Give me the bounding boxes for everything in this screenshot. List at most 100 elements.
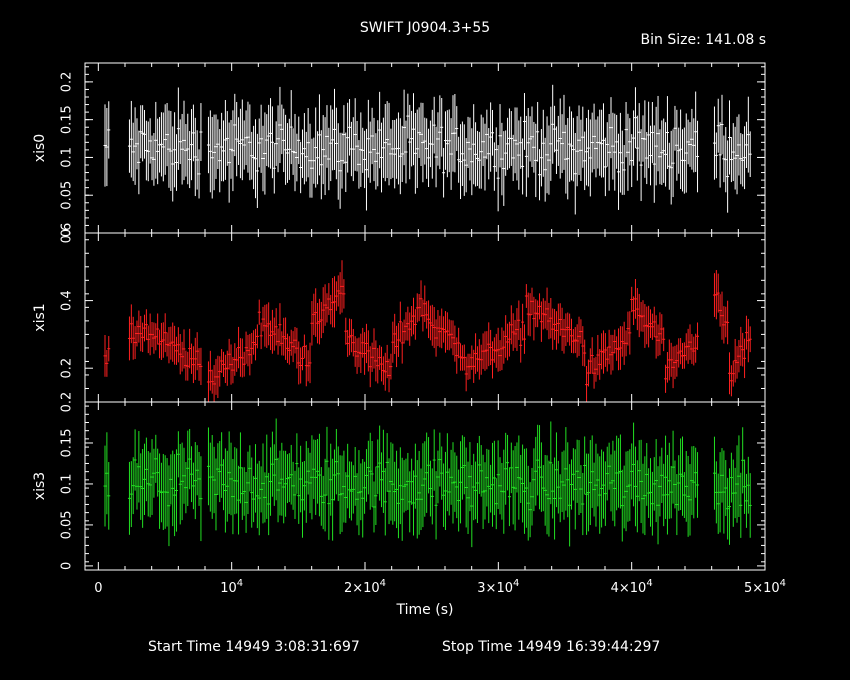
data-point [735,445,739,523]
data-point [240,467,244,520]
data-point [105,432,109,515]
data-point [739,326,743,366]
data-point [425,118,429,179]
data-point [566,118,570,200]
data-point [174,449,178,532]
data-point [475,130,479,186]
data-point [459,124,463,200]
data-point [665,352,669,383]
data-point [543,454,547,526]
data-point [272,317,276,351]
data-point [361,127,365,173]
data-point [633,446,637,527]
data-point [440,446,444,500]
data-point [231,110,235,192]
data-point [190,446,194,503]
data-point [573,327,577,354]
data-point [684,113,688,193]
data-point [231,458,235,535]
data-point [494,478,498,530]
data-point [143,314,147,342]
data-point [588,119,592,197]
y-tick-label: 0.1 [60,147,75,168]
data-point [722,306,726,344]
data-point [673,460,677,509]
data-point [741,134,745,187]
data-point [560,307,564,351]
data-point [227,338,231,370]
data-point [442,316,446,343]
y-tick-label: 0.2 [60,358,75,379]
data-point [301,346,305,371]
data-point [156,448,160,497]
data-point [410,305,414,337]
data-point [250,457,254,528]
data-point [551,463,555,519]
data-point [457,136,461,183]
data-point [633,87,637,149]
data-point [167,465,171,547]
data-point [459,441,463,524]
data-point [349,461,353,521]
data-point [598,109,602,176]
data-point [692,446,696,519]
data-point [538,149,542,201]
data-point [737,340,741,373]
data-point [513,445,517,531]
data-point [366,330,370,372]
data-point [299,347,303,384]
data-point [455,337,459,374]
data-point [618,112,622,193]
data-point [600,333,604,370]
data-point [248,445,252,492]
data-point [334,107,338,180]
data-point [492,142,496,191]
data-point [660,314,664,344]
data-point [372,328,376,369]
data-point [167,327,171,364]
data-point [626,113,630,191]
data-point [141,322,145,353]
data-point [618,434,622,509]
data-point [417,107,421,158]
data-point [434,319,438,357]
data-point [302,113,306,185]
data-point [355,120,359,172]
data-point [632,296,636,326]
data-point [188,428,192,490]
data-point [385,433,389,492]
data-point [489,329,493,366]
data-point [509,442,513,494]
data-point [235,448,239,514]
data-point [457,327,461,359]
data-point [331,458,335,541]
data-point [250,332,254,364]
data-point [445,433,449,512]
data-point [575,116,579,187]
data-point [378,91,382,169]
data-point [731,360,735,387]
data-point [387,358,391,393]
data-point [609,334,613,375]
data-point [588,348,592,374]
data-point [255,463,259,529]
data-point [182,329,186,369]
data-point [641,463,645,534]
data-point [579,319,583,344]
data-point [308,123,312,198]
y-tick-label: 0.1 [60,474,75,495]
data-point [321,115,325,185]
data-point [197,348,201,381]
data-point [551,308,555,350]
data-point [609,454,613,512]
data-point [440,98,444,157]
data-point [558,98,562,179]
data-point [222,351,226,378]
data-point [607,442,611,490]
data-point [571,448,575,501]
data-point [590,435,594,508]
data-point [487,449,491,524]
data-point [425,301,429,329]
data-point [675,109,679,181]
data-point [163,104,167,175]
